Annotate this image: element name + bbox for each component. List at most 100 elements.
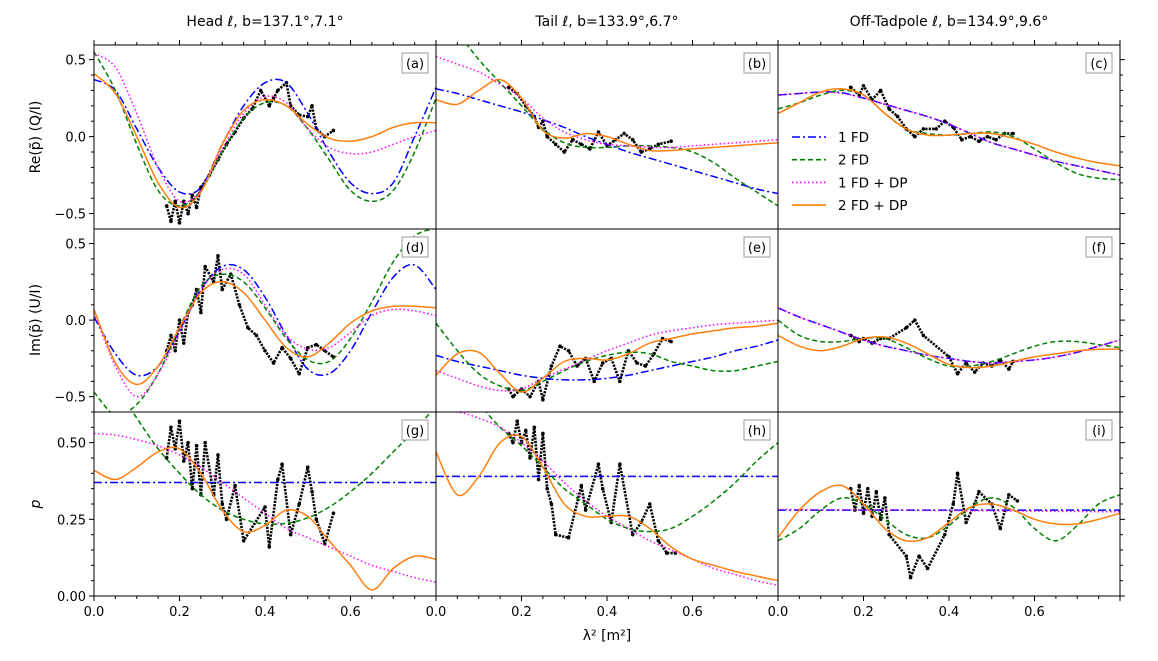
observed-data-point	[571, 137, 575, 142]
observed-data-point	[305, 465, 310, 470]
observed-data-point	[977, 489, 981, 494]
observed-data-point	[968, 134, 973, 139]
model-curve-1fd	[436, 88, 778, 195]
panel-label-box	[1085, 52, 1113, 74]
panel-frame	[93, 44, 437, 230]
observed-data-point	[528, 394, 532, 399]
panel-label-box	[401, 52, 429, 74]
x-tick-label: 0.0	[426, 605, 447, 620]
observed-data-point	[246, 325, 250, 330]
model-curve-2fd	[436, 322, 778, 392]
observed-data-point	[541, 397, 545, 402]
observed-data-point	[263, 505, 267, 509]
panel-h: (h) 0.0 0.2 0.4 0.6	[426, 411, 779, 620]
x-tick-label: 0.4	[939, 605, 960, 620]
observed-data-trace	[165, 419, 335, 549]
panel-c: (c)	[777, 40, 1125, 230]
y-tick-label: 0.5	[65, 54, 86, 69]
observed-data-point	[994, 137, 998, 142]
observed-data-point	[181, 341, 186, 345]
observed-data-point	[169, 425, 173, 430]
observed-data-point	[639, 150, 643, 154]
observed-data-point	[536, 477, 541, 482]
observed-data-point	[618, 379, 622, 384]
panel-label: (a)	[406, 57, 424, 72]
model-curve-1fddp	[778, 307, 1120, 364]
model-curve-1fd	[436, 339, 778, 381]
x-tick-label: 0.4	[597, 605, 618, 620]
y-tick-label: 0.00	[57, 590, 86, 605]
observed-data-point	[596, 130, 601, 134]
panel-label-box	[743, 419, 771, 441]
y-tick-label: 0.5	[65, 238, 86, 253]
panel-frame	[777, 228, 1121, 413]
observed-data-point	[241, 539, 246, 543]
observed-data-point	[216, 253, 220, 258]
x-tick-label: 0.2	[853, 605, 874, 620]
model-curve-2fddp	[94, 281, 436, 386]
observed-data-point	[1007, 493, 1011, 497]
model-curve-1fddp	[778, 91, 1120, 176]
observed-data-point	[895, 114, 900, 119]
observed-data-point	[532, 425, 537, 430]
plot-area	[436, 45, 778, 207]
model-curve-1fd	[778, 91, 1120, 176]
observed-data-point	[267, 545, 272, 549]
x-tick-label: 0.0	[768, 605, 789, 620]
observed-data-point	[280, 345, 284, 350]
observed-data-point	[220, 502, 225, 506]
model-curve-1fddp	[94, 432, 436, 583]
observed-data-point	[203, 264, 207, 269]
observed-data-point	[177, 318, 182, 322]
observed-data-point	[216, 453, 220, 457]
y-tick-label: −0.5	[54, 208, 86, 223]
legend-label-1fd: 1 FD	[838, 130, 869, 146]
observed-data-point	[865, 486, 870, 491]
x-tick-label: 0.2	[511, 605, 532, 620]
observed-data-trace	[849, 318, 1015, 376]
observed-data-point	[575, 364, 579, 368]
observed-data-point	[515, 419, 520, 424]
observed-data-point	[635, 361, 639, 365]
observed-data-point	[669, 139, 673, 144]
observed-data-point	[921, 127, 926, 131]
legend: 1 FD 2 FD 1 FD + DP 2 FD + DP	[792, 130, 907, 214]
panel-i: (i) 0.0 0.2 0.4 0.6	[768, 411, 1125, 620]
ylabel-p: p	[28, 499, 44, 509]
observed-data-trace	[507, 337, 672, 402]
observed-data-point	[310, 104, 314, 108]
observed-data-point	[258, 88, 263, 93]
panel-label: (g)	[406, 424, 424, 439]
plot-area	[94, 229, 436, 412]
observed-data-point	[220, 287, 225, 292]
model-curve-2fd	[778, 494, 1120, 542]
model-curve-2fd	[94, 229, 436, 412]
panel-d: (d) 0.5 0.0 −0.5	[54, 228, 437, 413]
observed-data-point	[583, 508, 588, 512]
panel-label-box	[401, 419, 429, 441]
x-tick-label: 0.2	[169, 605, 190, 620]
model-curve-1fddp	[436, 55, 778, 149]
observed-data-point	[643, 364, 648, 368]
observed-data-point	[647, 502, 652, 506]
model-curve-2fddp	[436, 78, 778, 152]
observed-data-point	[618, 462, 622, 466]
panel-label: (h)	[748, 424, 766, 439]
panel-label-box	[401, 236, 429, 258]
observed-data-point	[596, 462, 601, 466]
y-tick-label: 0.0	[65, 131, 86, 146]
model-curve-2fd	[466, 45, 778, 207]
observed-data-point	[254, 333, 259, 338]
observed-data-point	[549, 364, 554, 368]
observed-data-point	[1007, 367, 1011, 371]
observed-data-point	[549, 502, 554, 506]
observed-data-point	[288, 532, 293, 537]
panel-g: (g) 0.0 0.2 0.4 0.6 0.50 0.25 0.00	[57, 411, 437, 620]
observed-data-point	[925, 566, 930, 571]
observed-data-point	[942, 532, 947, 537]
legend-label-2fd: 2 FD	[838, 153, 869, 169]
observed-data-point	[305, 345, 310, 350]
observed-data-point	[630, 137, 635, 142]
observed-data-point	[656, 142, 661, 147]
observed-data-point	[887, 107, 891, 111]
